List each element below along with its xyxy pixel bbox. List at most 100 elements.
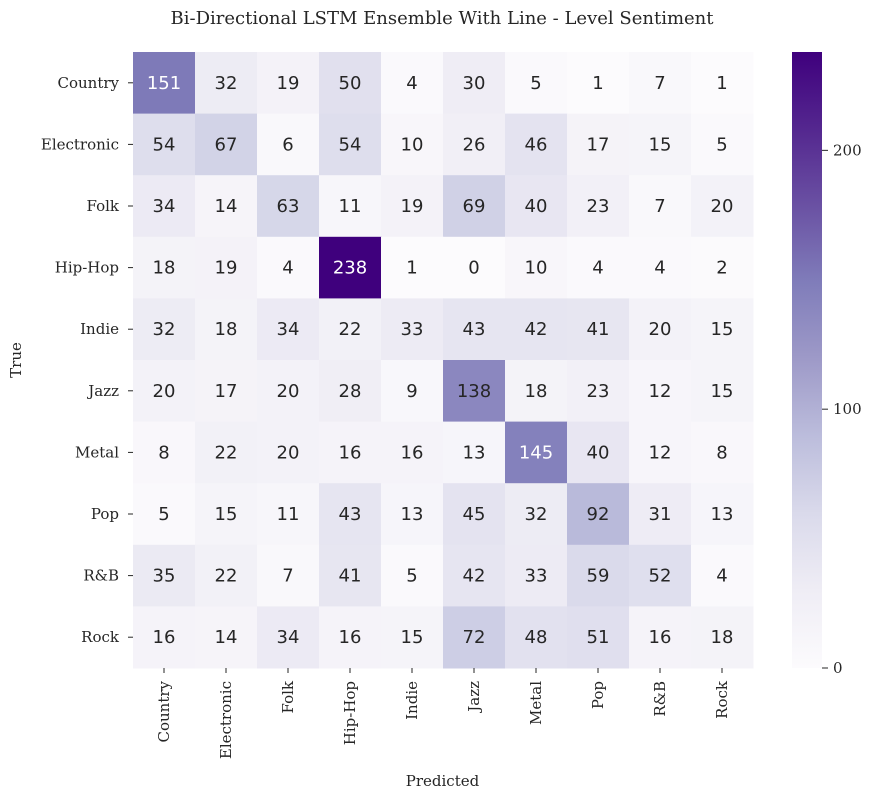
heatmap-cell <box>133 421 196 484</box>
heatmap-cell <box>629 236 692 299</box>
cell-value-label: 67 <box>215 134 238 155</box>
cell-value-label: 26 <box>463 134 486 155</box>
heatmap-cell <box>195 236 258 299</box>
heatmap-cell <box>257 360 320 423</box>
cell-value-label: 1 <box>592 73 603 94</box>
cell-value-label: 50 <box>339 73 362 94</box>
cell-value-label: 15 <box>401 627 424 648</box>
heatmap-cell <box>319 360 382 423</box>
cell-value-label: 18 <box>153 258 176 279</box>
heatmap-cell <box>505 298 568 361</box>
heatmap-cell <box>319 175 382 238</box>
cell-value-label: 18 <box>525 381 548 402</box>
heatmap-cell <box>381 52 444 115</box>
cell-value-label: 14 <box>215 196 238 217</box>
heatmap-cell <box>319 52 382 115</box>
cell-value-label: 7 <box>654 196 665 217</box>
heatmap-cell <box>629 606 692 669</box>
cell-value-label: 22 <box>339 319 362 340</box>
heatmap-cell <box>319 606 382 669</box>
y-axis-label: True <box>7 342 25 378</box>
heatmap-cell <box>133 606 196 669</box>
heatmap-cell <box>443 113 506 176</box>
cell-value-label: 10 <box>525 258 548 279</box>
cell-value-label: 30 <box>463 73 486 94</box>
cell-value-label: 33 <box>401 319 424 340</box>
heatmap-cell <box>505 52 568 115</box>
cell-value-label: 11 <box>339 196 362 217</box>
heatmap-cell <box>691 236 754 299</box>
heatmap-cell <box>443 544 506 607</box>
cell-value-label: 16 <box>401 442 424 463</box>
heatmap-cell <box>195 483 258 546</box>
cell-value-label: 15 <box>711 319 734 340</box>
cell-value-label: 31 <box>649 504 672 525</box>
heatmap-cell <box>691 175 754 238</box>
heatmap-cell <box>691 421 754 484</box>
x-tick-label: Rock <box>713 680 731 719</box>
cell-value-label: 92 <box>587 504 610 525</box>
cell-value-label: 32 <box>153 319 176 340</box>
cell-value-label: 54 <box>153 134 176 155</box>
colorbar <box>792 52 822 668</box>
heatmap-cell <box>319 113 382 176</box>
heatmap-cell <box>257 544 320 607</box>
cell-value-label: 33 <box>525 566 548 587</box>
heatmap-cell <box>319 421 382 484</box>
cell-value-label: 8 <box>716 442 727 463</box>
heatmap-cell <box>443 360 506 423</box>
heatmap-cell <box>195 298 258 361</box>
cell-value-label: 19 <box>277 73 300 94</box>
heatmap-cell <box>567 175 630 238</box>
cell-value-label: 32 <box>215 73 238 94</box>
heatmap-cell <box>691 52 754 115</box>
heatmap-cell <box>629 360 692 423</box>
cell-value-label: 4 <box>592 258 603 279</box>
cell-value-label: 10 <box>401 134 424 155</box>
cell-value-label: 23 <box>587 381 610 402</box>
cell-value-label: 41 <box>339 566 362 587</box>
heatmap-cell <box>195 113 258 176</box>
x-tick-label: Hip-Hop <box>341 681 359 745</box>
y-tick-label: R&B <box>83 567 119 585</box>
heatmap-cell <box>381 606 444 669</box>
heatmap-cell <box>443 175 506 238</box>
cell-value-label: 16 <box>339 442 362 463</box>
cell-value-label: 40 <box>525 196 548 217</box>
x-tick-label: R&B <box>651 681 669 717</box>
y-tick-label: Electronic <box>41 135 119 153</box>
heatmap-cell <box>629 175 692 238</box>
colorbar-tick-label: 100 <box>833 400 862 418</box>
heatmap-cell <box>443 483 506 546</box>
heatmap-cell <box>443 298 506 361</box>
cell-value-label: 22 <box>215 442 238 463</box>
cell-value-label: 46 <box>525 134 548 155</box>
x-tick-labels: Country Electronic Folk Hip-Hop Indie Jazz Met… <box>155 668 731 759</box>
cell-value-label: 28 <box>339 381 362 402</box>
cell-value-label: 15 <box>649 134 672 155</box>
cell-value-label: 43 <box>339 504 362 525</box>
heatmap-cell <box>257 606 320 669</box>
cell-value-label: 52 <box>649 566 672 587</box>
heatmap-cell <box>257 483 320 546</box>
colorbar-tick-label: 0 <box>833 659 843 677</box>
heatmap-cell <box>691 544 754 607</box>
cell-value-label: 12 <box>649 381 672 402</box>
heatmap-cell <box>133 175 196 238</box>
y-tick-label: Folk <box>86 197 119 215</box>
y-tick-label: Indie <box>80 320 119 338</box>
heatmap-cell <box>381 236 444 299</box>
cell-value-label: 5 <box>406 566 417 587</box>
heatmap-cell <box>691 606 754 669</box>
heatmap-cell <box>133 483 196 546</box>
heatmap-cell <box>691 360 754 423</box>
heatmap-cell <box>257 298 320 361</box>
cell-value-label: 63 <box>277 196 300 217</box>
cell-value-label: 42 <box>525 319 548 340</box>
cell-value-label: 13 <box>463 442 486 463</box>
x-tick-label: Indie <box>403 681 421 720</box>
heatmap-cell <box>691 483 754 546</box>
heatmap-cell <box>443 421 506 484</box>
heatmap-cell <box>381 421 444 484</box>
cell-value-label: 5 <box>158 504 169 525</box>
